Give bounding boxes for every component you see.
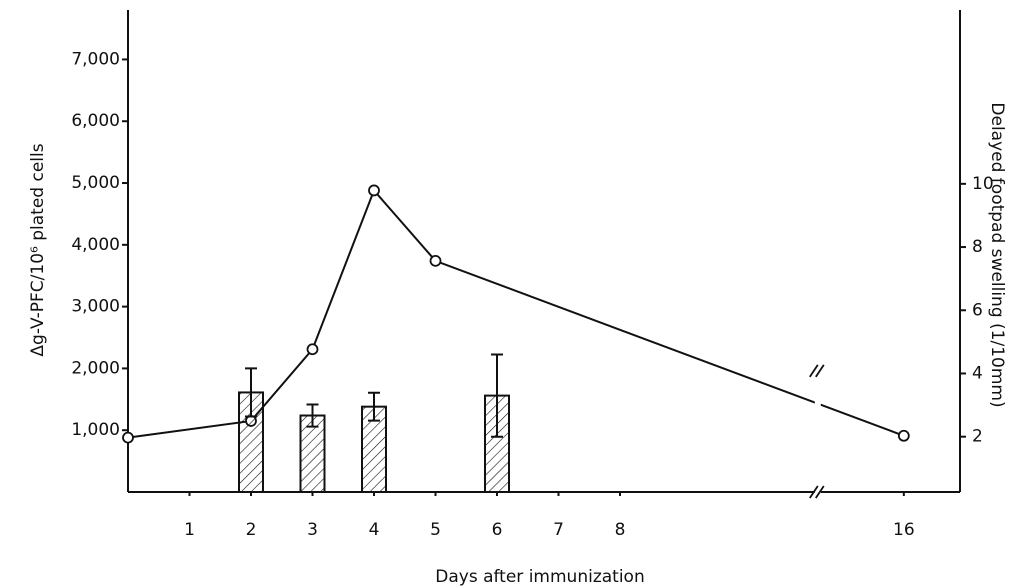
y2-tick-label: 4 — [972, 363, 983, 383]
y2-tick-label: 6 — [972, 300, 983, 320]
x-tick-label: 5 — [430, 520, 441, 540]
point — [122, 431, 134, 444]
line — [127, 188, 905, 439]
y2-tick-label: 8 — [972, 237, 983, 257]
y-tick-label: 3,000 — [71, 297, 120, 317]
x-tick-label: 4 — [369, 520, 380, 540]
x-tick-label: 16 — [893, 520, 915, 540]
x-tick-label: 1 — [184, 520, 195, 540]
y-tick-label: 7,000 — [71, 49, 120, 69]
point — [368, 184, 380, 197]
error-bar — [245, 367, 257, 418]
error-bar — [306, 403, 319, 428]
point — [897, 429, 910, 442]
y-tick-label: 6,000 — [71, 111, 120, 131]
y2-tick-label: 2 — [972, 427, 983, 447]
point — [306, 343, 319, 356]
y-tick-label: 5,000 — [71, 173, 120, 193]
y2-axis-label: Delayed footpad swelling (1/10mm) — [987, 102, 1007, 407]
x-axis-label: Days after immunization — [435, 567, 644, 587]
x-tick-label: 3 — [307, 520, 318, 540]
y-axis-label: Δg-V-PFC/10⁶ plated cells — [28, 143, 48, 356]
point — [429, 254, 442, 267]
y-tick-label: 2,000 — [71, 358, 120, 378]
axis-break — [809, 485, 825, 499]
x-tick-label: 7 — [553, 520, 564, 540]
y2-tick-label: 10 — [972, 174, 994, 194]
y-tick-label: 4,000 — [71, 235, 120, 255]
y-tick-label: 1,000 — [71, 420, 120, 440]
x-tick-label: 8 — [615, 520, 626, 540]
break-gap — [814, 10, 821, 452]
axis-break — [809, 364, 825, 378]
bar — [299, 414, 326, 494]
x-tick-label: 2 — [246, 520, 257, 540]
error-bar — [368, 391, 380, 422]
x-tick-label: 6 — [492, 520, 503, 540]
error-bar — [491, 353, 503, 438]
